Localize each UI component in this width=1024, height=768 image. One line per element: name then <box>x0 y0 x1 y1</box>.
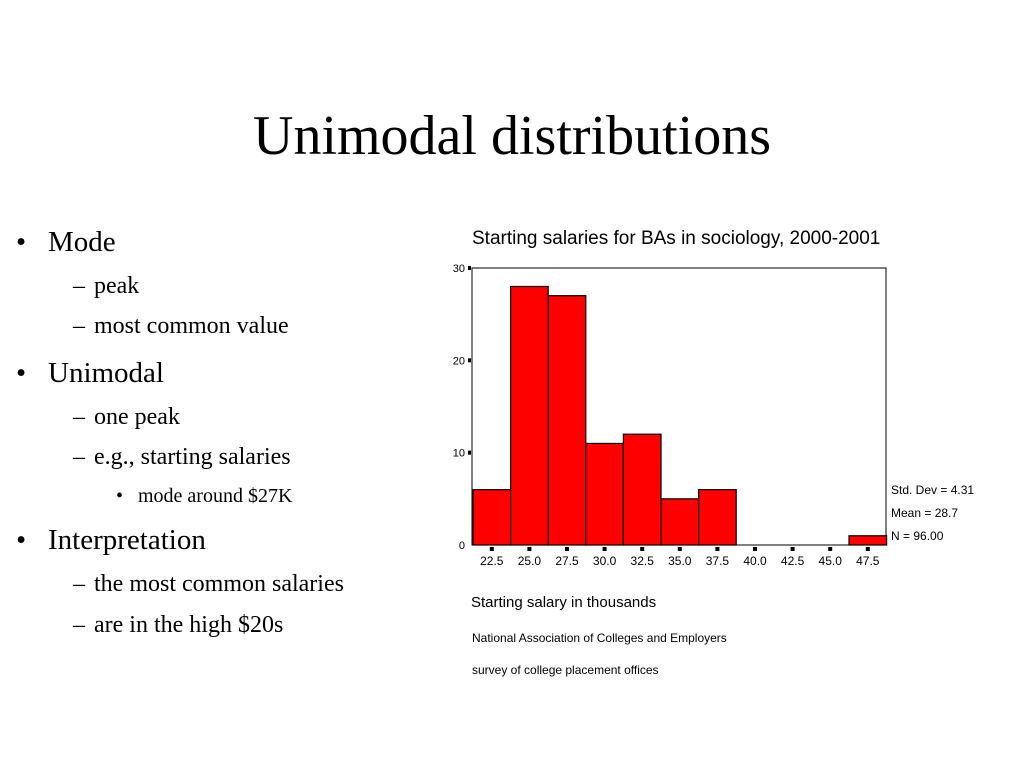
mean-stat: Mean = 28.7 <box>891 506 959 520</box>
sub-bullet-item: the most common salaries <box>94 571 344 597</box>
x-tick-mark <box>715 547 720 551</box>
sub-bullet-item: e.g., starting salaries <box>94 444 291 470</box>
x-tick-mark <box>489 547 494 551</box>
y-tick-mark <box>468 266 471 270</box>
sub-bullet-marker: – <box>73 313 85 339</box>
x-tick-label: 30.0 <box>593 554 617 568</box>
histogram-bar <box>660 498 700 546</box>
x-tick-label: 27.5 <box>555 554 579 568</box>
histogram-chart: 0 10 20 30 22.5 25.0 27.5 30.0 32.5 35.0 37.5 40.0 4… <box>453 263 888 568</box>
source-line: National Association of Colleges and Emp… <box>472 631 727 645</box>
sub-bullet-marker: – <box>73 444 85 470</box>
bullet-marker: • <box>16 524 27 556</box>
bullet-item: Unimodal <box>48 357 164 389</box>
sub-bullet-marker: – <box>73 612 85 638</box>
x-tick-label: 40.0 <box>743 554 767 568</box>
bullet-item: Interpretation <box>48 524 206 556</box>
x-tick-label: 47.5 <box>856 554 880 568</box>
histogram-bar <box>848 535 888 546</box>
histogram-bar <box>472 489 512 546</box>
source-line: survey of college placement offices <box>472 663 659 677</box>
histogram-bar <box>547 295 587 546</box>
x-tick-mark <box>790 547 795 551</box>
histogram-bar <box>698 489 737 546</box>
sub-bullet-item: are in the high $20s <box>94 612 284 638</box>
bullet-marker: • <box>16 226 27 258</box>
slide-title: Unimodal distributions <box>253 105 771 167</box>
x-tick-label: 37.5 <box>706 554 730 568</box>
sub-bullet-marker: – <box>73 404 85 430</box>
std-dev-stat: Std. Dev = 4.31 <box>891 483 975 497</box>
x-tick-label: 45.0 <box>819 554 843 568</box>
bullet-list: • Mode – peak – most common value • Unim… <box>0 0 440 768</box>
x-tick-label: 22.5 <box>480 554 504 568</box>
x-tick-mark <box>865 547 870 551</box>
x-tick-label: 32.5 <box>631 554 655 568</box>
histogram-bar <box>622 433 662 546</box>
x-tick-mark <box>602 547 607 551</box>
bullet-marker: • <box>16 357 27 389</box>
x-tick-mark <box>565 547 569 551</box>
bullet-item: Mode <box>48 226 116 258</box>
y-tick-label: 30 <box>453 263 465 275</box>
x-tick-mark <box>753 547 757 551</box>
sub-bullet-item: one peak <box>94 404 180 430</box>
histogram-bar <box>585 442 625 546</box>
y-tick-mark <box>468 450 471 455</box>
x-tick-mark <box>828 547 833 551</box>
chart-title: Starting salaries for BAs in sociology, … <box>472 228 881 249</box>
y-tick-label: 10 <box>453 448 465 460</box>
sub-sub-bullet-marker: • <box>116 485 124 507</box>
x-tick-label: 35.0 <box>668 554 692 568</box>
n-stat: N = 96.00 <box>891 529 944 543</box>
x-tick-mark <box>527 547 532 551</box>
sub-sub-bullet-item: mode around $27K <box>138 485 293 507</box>
sub-bullet-item: most common value <box>94 313 289 339</box>
x-tick-label: 42.5 <box>781 554 805 568</box>
histogram-bar <box>509 285 549 546</box>
y-tick-label: 0 <box>459 540 465 552</box>
x-tick-mark <box>677 547 682 551</box>
sub-bullet-marker: – <box>73 571 85 597</box>
x-tick-mark <box>640 547 645 551</box>
y-tick-mark <box>468 358 471 363</box>
y-tick-label: 20 <box>453 355 465 367</box>
sub-bullet-item: peak <box>94 273 140 299</box>
x-axis-label: Starting salary in thousands <box>471 594 657 611</box>
sub-bullet-marker: – <box>73 273 85 299</box>
x-tick-label: 25.0 <box>518 554 542 568</box>
